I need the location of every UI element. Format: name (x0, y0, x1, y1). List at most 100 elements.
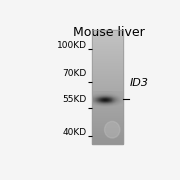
Text: 40KD: 40KD (62, 128, 87, 137)
Bar (92, 40, 123, 41)
Bar (92, 116, 123, 117)
Bar (92, 90, 123, 91)
Bar (92, 91, 123, 92)
Bar (92, 96, 123, 97)
Bar (92, 44, 123, 45)
Bar (92, 48, 123, 49)
Bar (92, 119, 123, 120)
Bar (92, 115, 123, 116)
Bar (92, 57, 123, 58)
Bar (92, 42, 123, 43)
Bar (92, 107, 123, 108)
Bar (92, 86, 123, 87)
Bar (92, 71, 123, 72)
Bar (92, 36, 123, 37)
Bar (92, 139, 123, 140)
Bar (92, 50, 123, 51)
Bar (92, 131, 123, 132)
Bar (92, 121, 123, 122)
Bar (92, 132, 123, 133)
Bar (92, 113, 123, 114)
Bar (92, 134, 123, 135)
Bar (92, 79, 123, 80)
Bar (92, 117, 123, 118)
Text: 70KD: 70KD (62, 69, 87, 78)
Bar (92, 135, 123, 136)
Bar (92, 92, 123, 93)
Bar (92, 141, 123, 142)
Bar (92, 38, 123, 39)
Bar (92, 126, 123, 127)
Bar (92, 97, 123, 98)
Bar (92, 127, 123, 128)
Bar (92, 103, 123, 104)
Bar (92, 105, 123, 106)
Bar (92, 61, 123, 62)
Bar (92, 95, 123, 96)
Bar (92, 109, 123, 110)
Bar (92, 31, 123, 32)
Bar (92, 89, 123, 90)
Bar (92, 59, 123, 60)
Bar (92, 114, 123, 115)
Bar (92, 111, 123, 112)
Bar (92, 99, 123, 100)
Bar (92, 30, 123, 144)
Bar (92, 84, 123, 85)
Bar (92, 64, 123, 65)
Bar (92, 60, 123, 61)
Bar (92, 62, 123, 63)
Bar (92, 78, 123, 79)
Bar (92, 125, 123, 126)
Bar (92, 81, 123, 82)
Bar (92, 37, 123, 38)
Bar (92, 46, 123, 47)
Bar (92, 69, 123, 70)
Bar (92, 52, 123, 53)
Ellipse shape (105, 121, 120, 138)
Bar (92, 82, 123, 83)
Bar (92, 75, 123, 76)
Bar (92, 137, 123, 138)
Bar (92, 80, 123, 81)
Bar (92, 35, 123, 36)
Bar (92, 34, 123, 35)
Bar (92, 108, 123, 109)
Bar (92, 47, 123, 48)
Bar (92, 55, 123, 56)
Text: ID3: ID3 (130, 78, 149, 88)
Bar (92, 43, 123, 44)
Bar (92, 32, 123, 33)
Bar (92, 100, 123, 101)
Bar (92, 98, 123, 99)
Bar (92, 65, 123, 66)
Bar (92, 45, 123, 46)
Text: Mouse liver: Mouse liver (73, 26, 145, 39)
Bar (92, 77, 123, 78)
Bar (92, 74, 123, 75)
Bar (92, 138, 123, 139)
Bar (92, 85, 123, 86)
Bar (92, 76, 123, 77)
Bar (92, 30, 123, 31)
Bar (92, 63, 123, 64)
Text: 55KD: 55KD (62, 95, 87, 104)
Bar (92, 120, 123, 121)
Bar (92, 88, 123, 89)
Bar (92, 136, 123, 137)
Bar (92, 102, 123, 103)
Bar (92, 33, 123, 34)
Bar (92, 106, 123, 107)
Bar (92, 54, 123, 55)
Bar (92, 68, 123, 69)
Bar (92, 73, 123, 74)
Bar (92, 129, 123, 130)
Bar (92, 94, 123, 95)
Bar (92, 87, 123, 88)
Bar (92, 103, 123, 104)
Bar (92, 140, 123, 141)
Bar (92, 118, 123, 119)
Bar (92, 112, 123, 113)
Bar (92, 133, 123, 134)
Bar (92, 51, 123, 52)
